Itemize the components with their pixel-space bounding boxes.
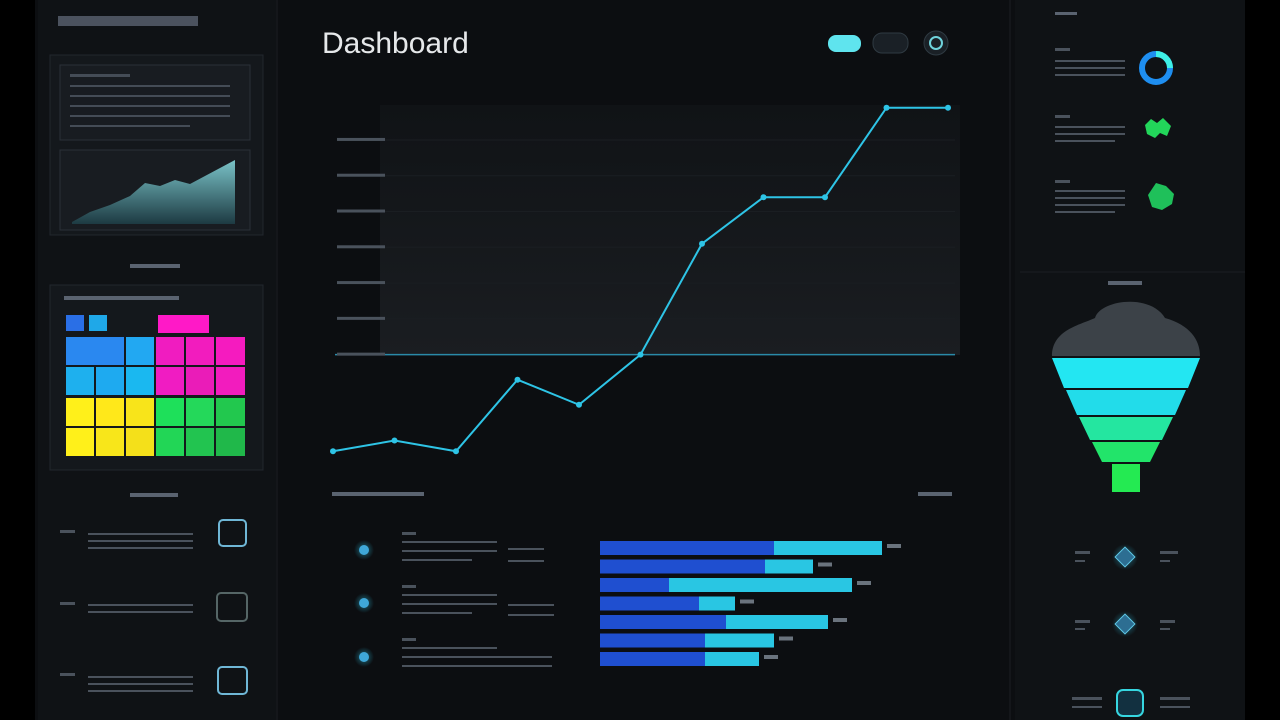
tick-placeholder [337, 209, 385, 213]
bar-segment [600, 615, 726, 629]
list [60, 530, 193, 692]
point [576, 401, 582, 408]
point [822, 194, 828, 201]
value-placeholder [764, 655, 778, 659]
heatmap-label [64, 296, 179, 300]
bar-segment [600, 596, 699, 611]
page-title: Dashboard [322, 27, 469, 60]
tick-placeholder [337, 281, 385, 285]
point [945, 104, 951, 111]
tick-placeholder [337, 173, 385, 177]
list-icons [216, 519, 248, 695]
point [883, 104, 890, 111]
value-placeholder [740, 599, 754, 604]
value-placeholder [779, 636, 793, 641]
bar-segment [669, 578, 852, 592]
tick-placeholder [337, 137, 385, 141]
settings-icon [929, 36, 943, 50]
point [453, 448, 459, 455]
panel-heading [1055, 12, 1077, 15]
funnel [1052, 301, 1200, 492]
value-placeholder [887, 544, 901, 548]
tick-placeholder [337, 245, 385, 249]
table-lines [70, 74, 230, 127]
point [514, 376, 521, 383]
tick-placeholder [337, 316, 385, 320]
value-placeholder [833, 618, 847, 622]
tick-placeholder [337, 352, 385, 356]
settings-button[interactable] [923, 30, 949, 56]
table-widget [59, 64, 251, 141]
filter-button[interactable] [872, 32, 909, 54]
toggle-button[interactable] [828, 35, 861, 52]
bar-segment [705, 633, 774, 648]
bar-segment [699, 596, 735, 611]
panel-heading [58, 16, 198, 26]
section-label [130, 264, 180, 268]
map-icon [1148, 183, 1174, 210]
bar-segment [600, 559, 765, 574]
section-label [918, 492, 952, 496]
section-label [332, 492, 424, 496]
bar-segment [600, 652, 705, 666]
point [391, 437, 398, 444]
value-placeholder [818, 562, 832, 567]
point [330, 448, 336, 455]
bar-segment [705, 652, 759, 666]
value-placeholder [857, 581, 871, 585]
heatmap [64, 313, 247, 458]
bar-segment [600, 633, 705, 648]
point [760, 194, 767, 201]
donut-icon-arc [1155, 51, 1173, 69]
section-label [130, 493, 178, 497]
bar-segment [774, 541, 882, 555]
bar-segment [600, 578, 669, 592]
bar-segment [726, 615, 828, 629]
kpi-list [1055, 48, 1125, 213]
map-icon [1145, 118, 1171, 138]
point [699, 240, 705, 247]
bar-segment [600, 541, 774, 555]
area-chart [72, 160, 235, 224]
bar-segment [765, 559, 813, 574]
section-label [1108, 281, 1142, 285]
bar-list [354, 532, 554, 667]
point [637, 351, 644, 358]
plot-area [380, 105, 960, 355]
node-list [1072, 544, 1190, 717]
